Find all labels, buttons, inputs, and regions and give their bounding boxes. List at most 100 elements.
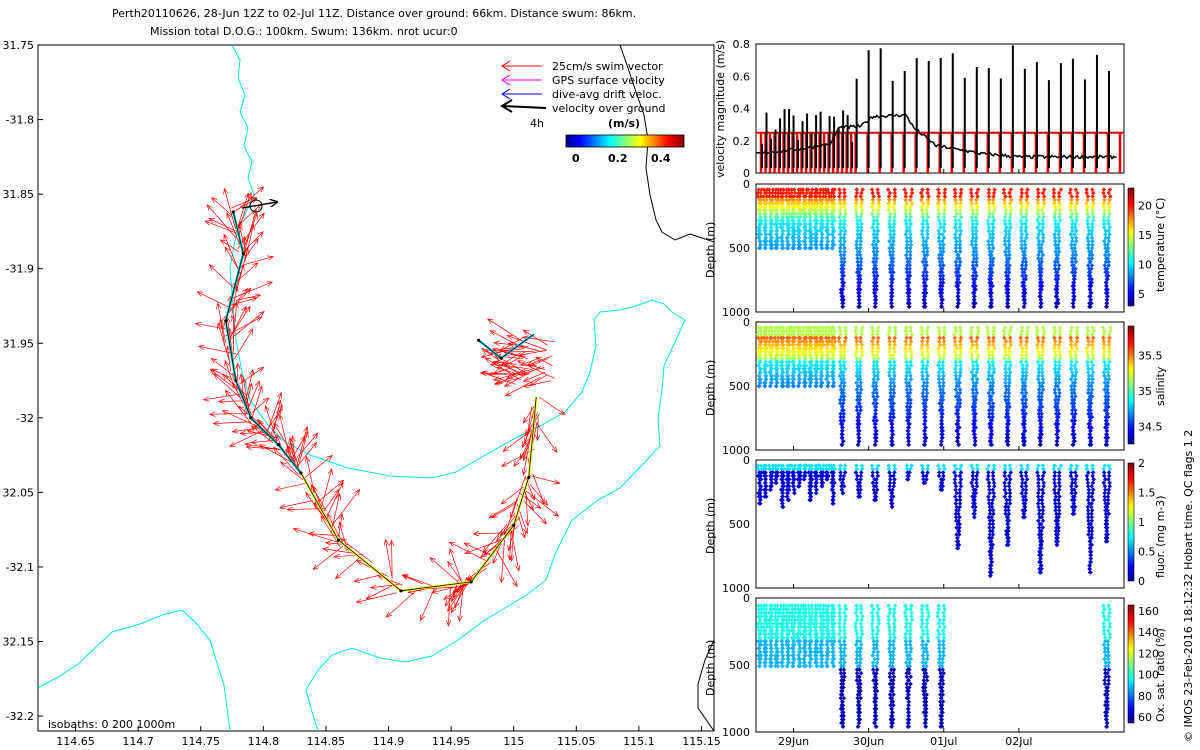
swim-vector-head bbox=[463, 542, 471, 548]
swim-vector-head bbox=[197, 344, 205, 350]
swim-vector bbox=[234, 264, 245, 290]
swim-vector-head bbox=[257, 231, 264, 238]
swim-vector-head bbox=[493, 340, 500, 346]
swim-vector bbox=[312, 545, 344, 570]
swim-vector-head bbox=[250, 425, 258, 432]
swim-vector bbox=[267, 392, 282, 431]
track-segments bbox=[224, 210, 538, 593]
swim-vector-head bbox=[258, 310, 265, 317]
speed-colorbar bbox=[565, 134, 685, 148]
swim-vector bbox=[520, 357, 541, 366]
swim-vector bbox=[246, 446, 284, 450]
header-line-1: Perth20110626, 28-Jun 12Z to 02-Jul 11Z.… bbox=[112, 7, 636, 20]
swim-vector-head bbox=[208, 218, 216, 224]
swim-vector-head bbox=[250, 439, 258, 445]
swim-vector bbox=[523, 501, 547, 524]
swim-vector-head bbox=[267, 255, 274, 261]
swim-vector bbox=[482, 371, 516, 385]
swim-vector-head bbox=[288, 436, 294, 444]
track-point bbox=[249, 416, 253, 420]
swim-vector bbox=[206, 204, 237, 239]
swim-vector-head bbox=[254, 380, 260, 388]
swim-vector bbox=[228, 306, 247, 342]
swim-vector-head bbox=[225, 345, 231, 353]
swim-vector-head bbox=[534, 503, 542, 509]
swim-vector-head bbox=[447, 560, 453, 568]
swim-vector-head bbox=[501, 461, 508, 467]
swim-vector-head bbox=[292, 527, 300, 533]
swim-vector-head bbox=[277, 404, 283, 412]
swim-vector-head bbox=[495, 535, 503, 542]
swim-vector bbox=[523, 380, 552, 387]
map-y-ticks: 31.75-31.831.85-31.931.95-3232.05-32.132… bbox=[3, 39, 43, 723]
swim-vector bbox=[535, 357, 553, 366]
swim-vector-head bbox=[238, 373, 245, 380]
swim-vector-head bbox=[523, 437, 529, 445]
swim-vector-head bbox=[522, 416, 529, 424]
swim-vector bbox=[402, 574, 424, 585]
swim-vector-head bbox=[503, 381, 511, 387]
map-x-tick-label: 114.85 bbox=[307, 735, 346, 748]
swim-vector-head bbox=[196, 291, 204, 297]
swim-vector bbox=[273, 422, 296, 458]
map-x-tick-label: 114.8 bbox=[248, 735, 280, 748]
swim-vector bbox=[245, 369, 254, 401]
swim-vector-head bbox=[522, 329, 530, 336]
swim-vector bbox=[322, 548, 355, 554]
swim-vector-head bbox=[257, 186, 265, 193]
swim-vector bbox=[537, 416, 539, 441]
swim-vector-head bbox=[327, 468, 333, 476]
track-point bbox=[224, 319, 228, 323]
swim-vector-head bbox=[266, 281, 274, 287]
isobath-black-upper bbox=[619, 45, 714, 243]
swim-vector-head bbox=[252, 212, 258, 220]
swim-vector bbox=[320, 515, 341, 547]
swim-vector bbox=[529, 374, 548, 386]
swim-vector bbox=[523, 329, 549, 346]
legend-label-swim: 25cm/s swim vector bbox=[552, 60, 663, 73]
swim-vector-head bbox=[539, 497, 545, 505]
map-frame bbox=[37, 44, 715, 732]
swim-vector-head bbox=[489, 362, 497, 368]
swim-vector-head bbox=[210, 196, 218, 204]
swim-vector-head bbox=[257, 366, 265, 373]
swim-vector bbox=[210, 369, 235, 388]
swim-vector-head bbox=[241, 305, 247, 313]
swim-vector-head bbox=[320, 515, 327, 523]
swim-vector-head bbox=[558, 409, 566, 416]
swim-vector-head bbox=[520, 453, 526, 460]
swim-vector-head bbox=[223, 187, 229, 195]
swim-vector bbox=[402, 574, 435, 588]
swim-vector-head bbox=[525, 429, 531, 436]
swim-vector bbox=[447, 561, 462, 582]
swim-vector bbox=[391, 540, 393, 579]
swim-vector bbox=[340, 538, 373, 563]
swim-vector-head bbox=[431, 588, 438, 594]
legend-label-gps: GPS surface velocity bbox=[552, 74, 665, 87]
swim-vector-head bbox=[388, 539, 395, 547]
swim-vector bbox=[523, 403, 536, 424]
swim-vector bbox=[494, 361, 517, 365]
swim-vector bbox=[508, 350, 534, 353]
swim-vector-head bbox=[512, 580, 518, 588]
swim-vector bbox=[520, 366, 545, 375]
track-point bbox=[336, 538, 341, 542]
swim-vector-head bbox=[264, 405, 270, 412]
track-segment bbox=[400, 581, 472, 592]
swim-vector-head bbox=[355, 598, 363, 604]
swim-vectors bbox=[194, 186, 566, 627]
swim-vector-head bbox=[507, 554, 513, 561]
swim-vector-head bbox=[300, 435, 306, 442]
swim-vector bbox=[259, 444, 293, 463]
swim-vector-head bbox=[253, 237, 259, 245]
swim-vector-head bbox=[338, 513, 344, 520]
swim-vector bbox=[224, 360, 235, 388]
swim-vector bbox=[213, 373, 242, 399]
swim-vector bbox=[494, 377, 519, 385]
swim-vector-head bbox=[333, 553, 340, 560]
swim-vector-head bbox=[457, 615, 463, 622]
swim-vector-head bbox=[504, 391, 512, 397]
swim-vector bbox=[230, 197, 257, 209]
swim-vector-head bbox=[290, 435, 296, 443]
swim-vector bbox=[518, 515, 526, 538]
